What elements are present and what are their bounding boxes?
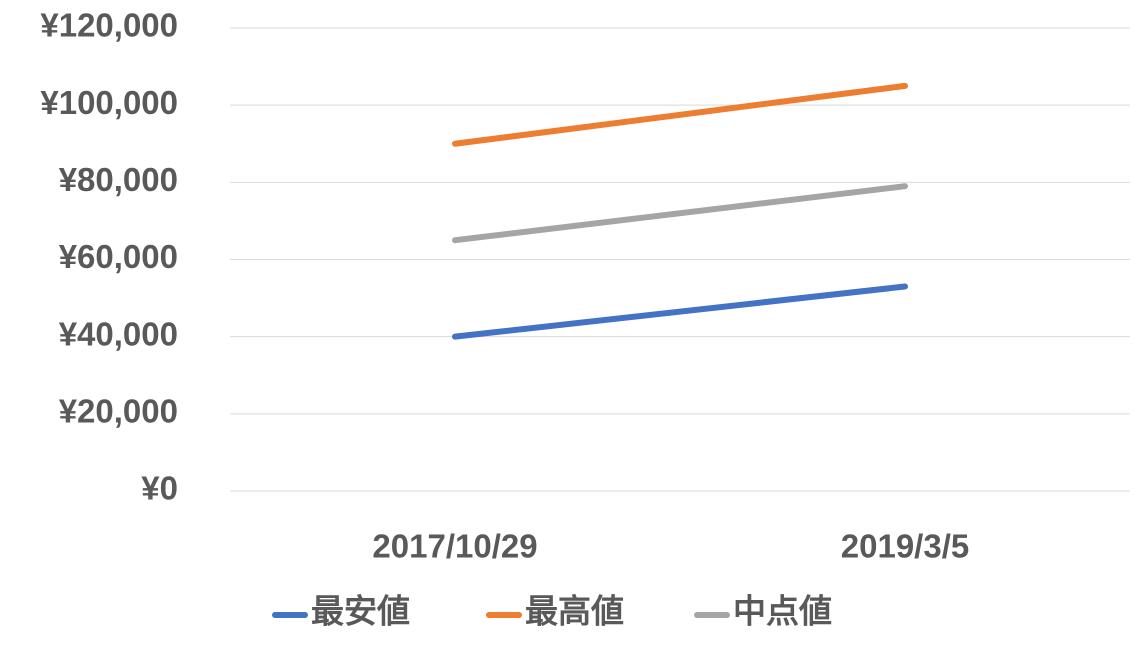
x-tick-label: 2017/10/29 [372, 528, 537, 565]
y-tick-label: ¥20,000 [59, 393, 178, 430]
series-line [452, 82, 908, 147]
series-line [452, 283, 908, 340]
y-tick-label: ¥60,000 [59, 238, 178, 275]
legend-label: 最安値 [311, 593, 410, 630]
x-tick-label: 2019/3/5 [841, 528, 969, 565]
y-tick-label: ¥120,000 [40, 7, 178, 44]
y-tick-label: ¥100,000 [40, 84, 178, 121]
series-line [452, 183, 908, 244]
legend-label: 中点値 [733, 593, 832, 630]
y-tick-label: ¥80,000 [59, 161, 178, 198]
legend-label: 最高値 [525, 593, 624, 630]
y-tick-label: ¥0 [141, 470, 178, 507]
y-tick-label: ¥40,000 [59, 315, 178, 352]
